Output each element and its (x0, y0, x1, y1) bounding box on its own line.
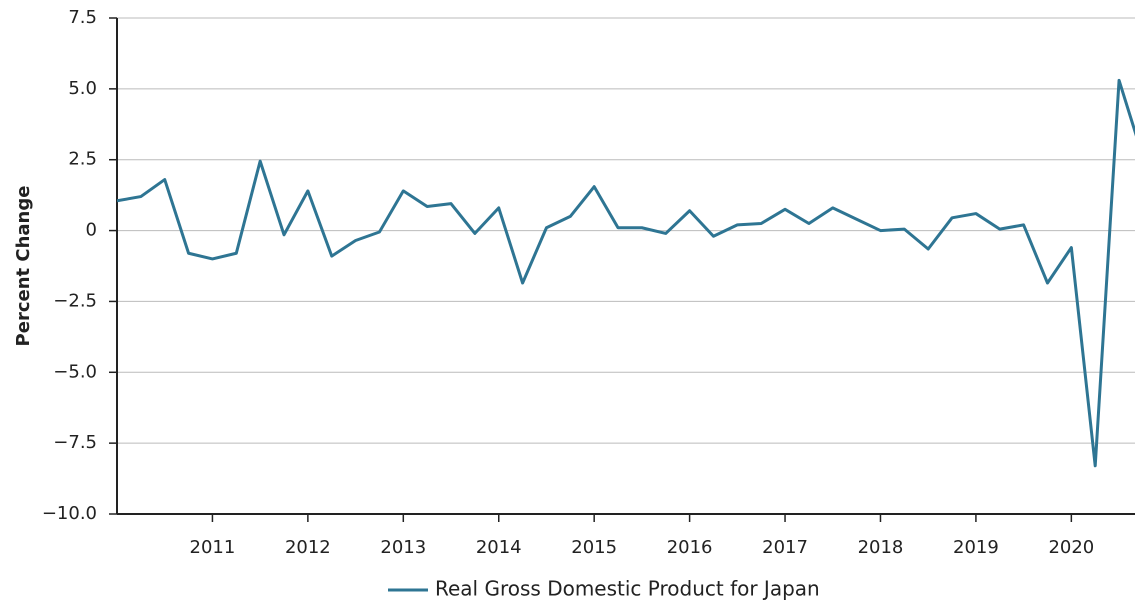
x-tick-label: 2015 (571, 537, 617, 558)
x-tick-label: 2012 (285, 537, 331, 558)
x-tick-label: 2014 (476, 537, 522, 558)
x-tick-label: 2020 (1048, 537, 1094, 558)
y-tick-label: 7.5 (68, 7, 97, 28)
x-tick-label: 2013 (380, 537, 426, 558)
x-tick-label: 2018 (858, 537, 904, 558)
y-tick-label: −10.0 (42, 503, 97, 524)
legend-label: Real Gross Domestic Product for Japan (435, 577, 820, 601)
y-tick-label: −2.5 (53, 290, 97, 311)
x-tick-label: 2016 (667, 537, 713, 558)
x-tick-label: 2017 (762, 537, 808, 558)
y-tick-label: −5.0 (53, 361, 97, 382)
x-tick-label: 2011 (190, 537, 236, 558)
y-tick-label: 2.5 (68, 149, 97, 170)
y-tick-label: −7.5 (53, 432, 97, 453)
y-tick-label: 5.0 (68, 78, 97, 99)
data-line (117, 78, 1135, 468)
x-tick-label: 2019 (953, 537, 999, 558)
y-axis-label: Percent Change (13, 186, 34, 347)
y-tick-label: 0 (86, 220, 97, 241)
